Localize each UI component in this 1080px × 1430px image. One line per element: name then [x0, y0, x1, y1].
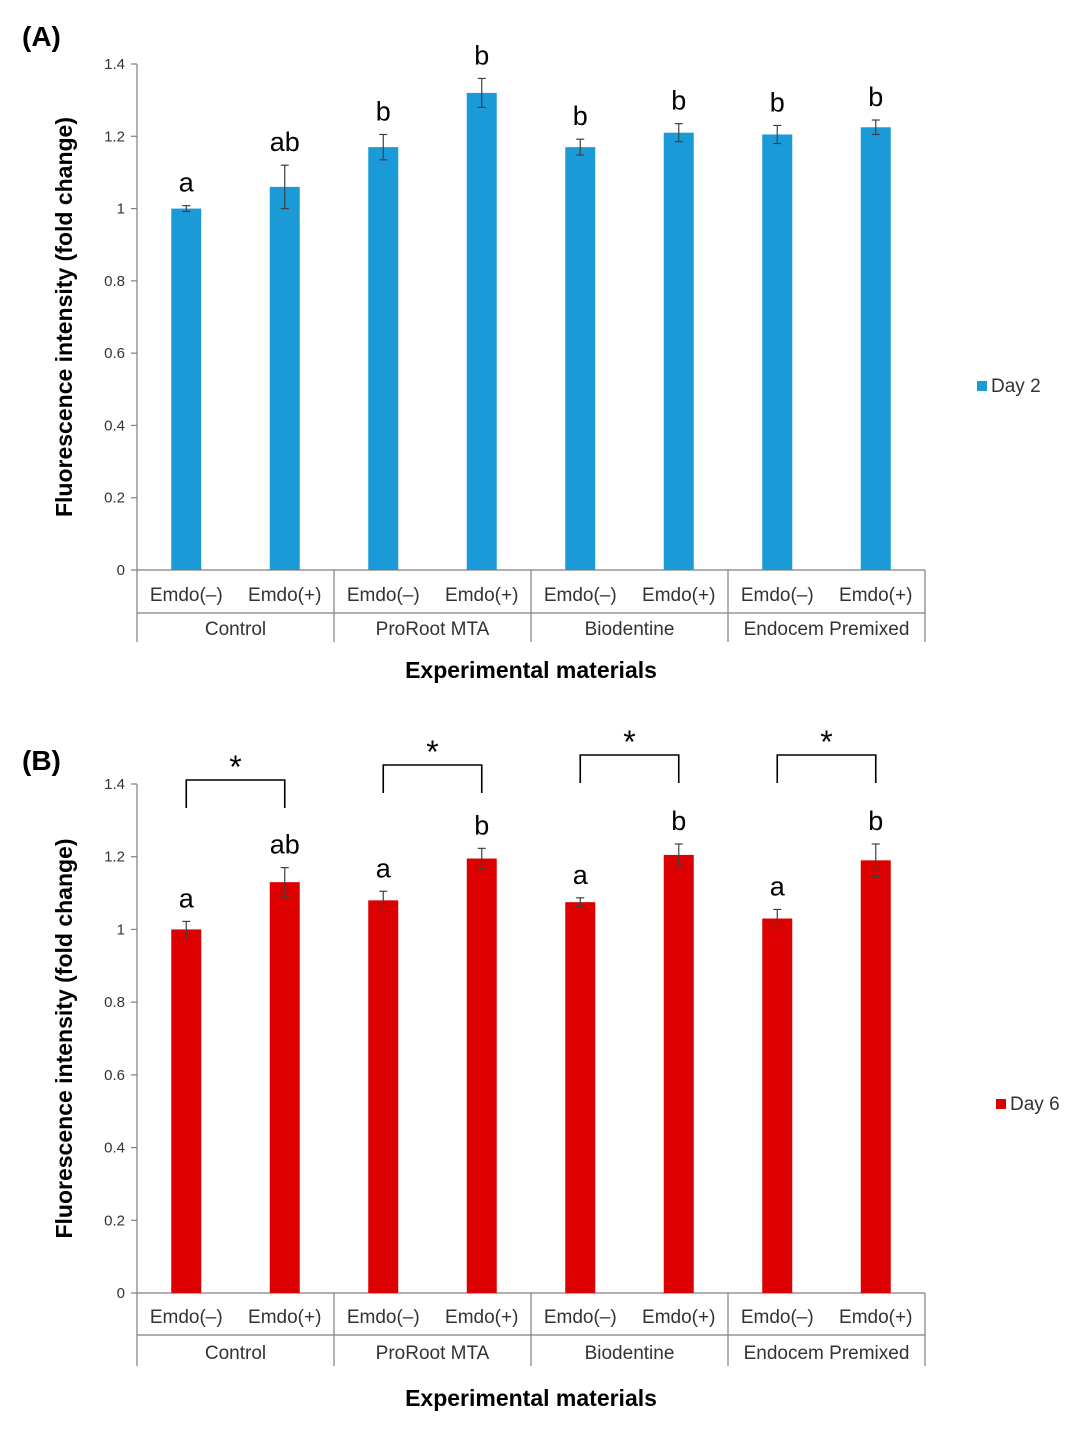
legend-label: Day 6 — [1010, 1094, 1060, 1115]
category-label: Emdo(–) — [150, 585, 223, 606]
significance-star: * — [623, 724, 635, 760]
panel-label: (A) — [22, 21, 61, 52]
y-tick-label: 1.2 — [104, 849, 125, 866]
significance-star: * — [229, 749, 241, 785]
bar — [860, 127, 891, 570]
category-label: Emdo(+) — [839, 1307, 912, 1328]
significance-letter: b — [376, 96, 391, 126]
y-tick-label: 0 — [117, 562, 125, 579]
bar — [860, 860, 891, 1293]
significance-bracket — [382, 764, 483, 793]
group-label: Biodentine — [585, 1343, 675, 1364]
significance-letter: a — [179, 168, 195, 198]
significance-letter: ab — [270, 830, 300, 860]
category-label: Emdo(–) — [741, 1307, 814, 1328]
bar — [269, 186, 300, 570]
category-label: Emdo(+) — [248, 585, 321, 606]
bar — [762, 918, 793, 1293]
y-axis-title: Fluorescence intensity (fold change) — [51, 838, 77, 1238]
legend-label: Day 2 — [991, 376, 1041, 397]
legend-swatch — [977, 381, 987, 391]
x-axis-title: Experimental materials — [405, 1385, 657, 1411]
category-label: Emdo(–) — [347, 585, 420, 606]
y-tick-label: 0.4 — [104, 417, 125, 434]
bar — [171, 208, 202, 571]
y-tick-label: 0.8 — [104, 994, 125, 1011]
bar — [466, 858, 497, 1293]
category-label: Emdo(–) — [544, 1307, 617, 1328]
bar — [663, 132, 694, 570]
y-tick-label: 0.4 — [104, 1140, 125, 1157]
category-label: Emdo(+) — [642, 1307, 715, 1328]
category-label: Emdo(+) — [445, 1307, 518, 1328]
bar — [565, 147, 596, 570]
y-tick-label: 0.6 — [104, 1067, 125, 1084]
panel-label: (B) — [22, 745, 61, 776]
significance-letter: b — [474, 810, 489, 840]
bar — [466, 92, 497, 571]
y-axis-title: Fluorescence intensity (fold change) — [51, 117, 77, 517]
bar — [171, 929, 202, 1293]
significance-bracket — [776, 754, 877, 783]
group-label: Endocem Premixed — [744, 1343, 910, 1364]
significance-letter: b — [573, 101, 588, 131]
significance-letter: b — [868, 82, 883, 112]
category-label: Emdo(+) — [642, 585, 715, 606]
y-tick-label: 0 — [117, 1285, 125, 1302]
significance-letter: b — [671, 806, 686, 836]
significance-letter: ab — [270, 127, 300, 157]
y-tick-label: 1.4 — [104, 776, 125, 793]
y-tick-label: 0.6 — [104, 345, 125, 362]
bar — [368, 900, 399, 1293]
category-label: Emdo(–) — [544, 585, 617, 606]
group-label: ProRoot MTA — [376, 619, 490, 640]
category-label: Emdo(+) — [445, 585, 518, 606]
y-tick-label: 1 — [117, 201, 125, 218]
category-label: Emdo(+) — [248, 1307, 321, 1328]
y-tick-label: 1 — [117, 921, 125, 938]
significance-letter: a — [179, 883, 195, 913]
category-label: Emdo(–) — [150, 1307, 223, 1328]
category-label: Emdo(–) — [741, 585, 814, 606]
group-label: Control — [205, 1343, 266, 1364]
bar — [663, 854, 694, 1293]
chart-panel-a: (A) 0 0.2 0.4 0.6 0.8 1 1.2 1.4 a Emdo(–) ab Emdo(+)… — [22, 21, 1041, 683]
category-label: Emdo(+) — [839, 585, 912, 606]
significance-letter: b — [770, 87, 785, 117]
bar — [565, 902, 596, 1293]
y-tick-label: 1.4 — [104, 56, 125, 73]
group-label: Biodentine — [585, 619, 675, 640]
group-label: Control — [205, 619, 266, 640]
y-tick-label: 1.2 — [104, 128, 125, 145]
significance-letter: b — [868, 806, 883, 836]
y-tick-label: 0.2 — [104, 490, 125, 507]
bar — [269, 882, 300, 1293]
significance-letter: b — [474, 40, 489, 70]
category-label: Emdo(–) — [347, 1307, 420, 1328]
significance-bracket — [579, 754, 680, 783]
bar — [368, 147, 399, 570]
y-tick-label: 0.8 — [104, 273, 125, 290]
significance-bracket — [185, 779, 286, 808]
significance-star: * — [426, 734, 438, 770]
significance-star: * — [820, 724, 832, 760]
x-axis-title: Experimental materials — [405, 657, 657, 683]
group-label: Endocem Premixed — [744, 619, 910, 640]
bar — [762, 134, 793, 570]
y-tick-label: 0.2 — [104, 1212, 125, 1229]
significance-letter: a — [376, 853, 392, 883]
legend-swatch — [996, 1099, 1006, 1109]
significance-letter: a — [573, 860, 589, 890]
group-label: ProRoot MTA — [376, 1343, 490, 1364]
chart-panel-b: (B)00.20.40.60.811.21.4aEmdo(–)abEmdo(+)… — [22, 724, 1060, 1411]
significance-letter: a — [770, 871, 786, 901]
significance-letter: b — [671, 86, 686, 116]
